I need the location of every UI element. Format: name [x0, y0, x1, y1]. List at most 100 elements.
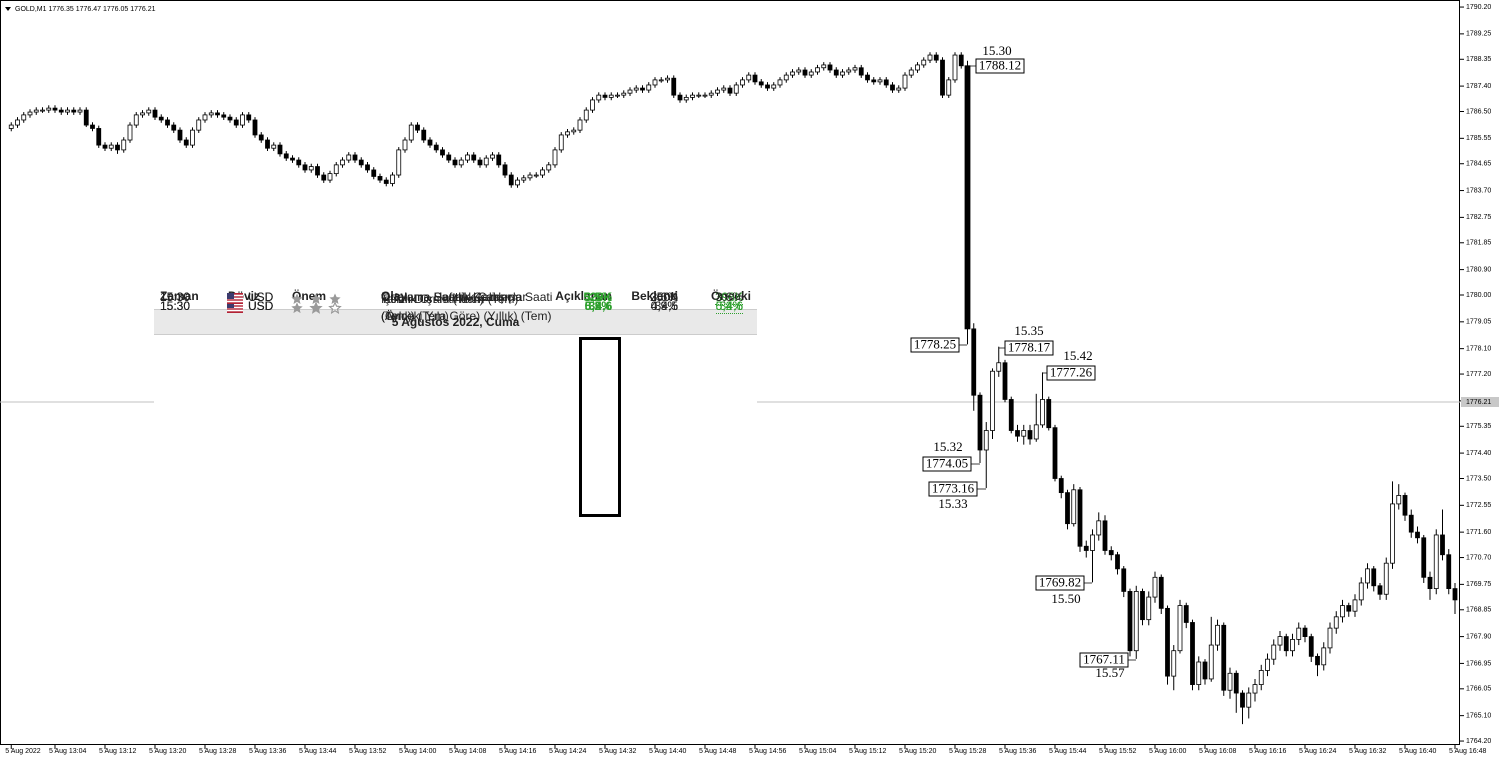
candle-body [977, 394, 983, 451]
candle-body [265, 139, 270, 149]
annotation-box [1046, 365, 1096, 381]
candle-body [1202, 661, 1208, 680]
annotation-time: 15.30 [982, 43, 1011, 58]
y-tick-label: 1786.50 [1466, 108, 1491, 115]
candle-body [1127, 591, 1133, 652]
annotation-price: 1774.05 [926, 455, 968, 470]
candle-body [477, 159, 483, 166]
candle-body [71, 109, 77, 113]
annotation-box [1035, 575, 1085, 591]
candle-body [46, 107, 52, 111]
candle-body [690, 94, 695, 98]
candle-body [1096, 520, 1102, 536]
candle-body [546, 164, 552, 171]
y-tick-label: 1765.10 [1466, 712, 1491, 719]
candle-body [1233, 672, 1239, 694]
candle-body [33, 109, 39, 113]
candle-body [727, 87, 733, 94]
candle-body [96, 128, 102, 146]
candle-body [890, 84, 895, 91]
candle-body [571, 129, 577, 133]
economic-calendar: Zaman Döviz Önem Olay Açıklanan Beklenti Öncek… [154, 285, 757, 517]
column-header: Önceki [710, 289, 751, 303]
candle-body [408, 124, 414, 141]
currency: USD [248, 298, 274, 313]
candle-body [827, 64, 833, 71]
candle-body [821, 64, 827, 69]
candle-body [65, 109, 70, 113]
candle-body [227, 116, 233, 121]
candle-body [964, 65, 971, 330]
event-time: 15:30 [160, 290, 191, 304]
candle-body [252, 119, 258, 136]
forecast-value: 250K [649, 290, 678, 304]
candle-body [877, 79, 883, 83]
forecast-value: 0,3% [650, 298, 678, 313]
candle-body [990, 370, 995, 431]
candle-body [1402, 495, 1408, 516]
candle-body [383, 179, 389, 184]
annotation-price: 1788.12 [979, 57, 1021, 72]
candle-body [1058, 478, 1064, 494]
candle-body [315, 166, 320, 176]
y-tick-label: 1766.05 [1466, 686, 1491, 693]
y-tick-label: 1789.25 [1466, 31, 1491, 38]
candle-body [346, 154, 352, 161]
candle-body [1308, 636, 1314, 657]
y-tick-label: 1779.05 [1466, 319, 1491, 326]
calendar-row: 15:30 USD İşsizlik Oranı (Tem) 3,5% 3,6% 3,6% [154, 290, 757, 517]
candle-body [1321, 647, 1327, 666]
previous-value: 398K [714, 290, 743, 305]
price-tag-label: 1776.21 [1466, 399, 1491, 406]
candle-body [533, 174, 539, 177]
candle-body [777, 79, 783, 86]
candle-body [1121, 568, 1127, 592]
candle-body [83, 109, 89, 126]
candle-body [1133, 591, 1139, 652]
y-tick-label: 1764.20 [1466, 738, 1491, 745]
currency: USD [248, 298, 274, 313]
y-tick-label: 1780.90 [1466, 266, 1491, 273]
candle-body [1196, 661, 1202, 685]
symbol-menu-icon[interactable] [5, 7, 11, 11]
event-time: 15:30 [160, 290, 191, 304]
candle-body [1396, 495, 1402, 505]
actual-value: 5,2% [584, 298, 612, 313]
forecast-value: 34,5 [654, 299, 678, 313]
candle-body [1446, 554, 1452, 590]
x-tick-label: 5 Aug 15:20 [899, 748, 936, 755]
candle-body [1283, 636, 1289, 652]
candle-body [308, 166, 314, 171]
event-time: 15:30 [160, 298, 191, 313]
actual-value: 3,5% [584, 290, 612, 304]
x-tick-label: 5 Aug 14:56 [749, 748, 786, 755]
candle-body [1090, 534, 1095, 551]
event-line: Ortalama Saatlik Kazançlar [381, 290, 527, 304]
candle-body [58, 109, 64, 113]
calendar-date: 5 Ağustos 2022, Cuma [154, 309, 757, 335]
annotation-price: 1778.17 [1008, 339, 1051, 354]
candle-body [608, 94, 614, 98]
candle-body [258, 134, 264, 141]
candle-body [1246, 692, 1252, 708]
candle-body [15, 119, 20, 126]
candle-body [1071, 489, 1077, 525]
candle-body [783, 74, 789, 81]
candle-body [1452, 588, 1458, 601]
candle-body [1383, 562, 1389, 595]
candle-body [702, 94, 708, 97]
candle-body [1002, 362, 1008, 400]
candle-body [1296, 627, 1302, 640]
candle-body [340, 159, 345, 166]
annotation-box [910, 337, 960, 353]
event-name: Tarım Dışı İstihdam (Tem) [381, 290, 518, 309]
candle-body [1252, 684, 1258, 694]
currency: USD [248, 290, 274, 304]
candle-body [1052, 427, 1058, 479]
y-tick-label: 1778.10 [1466, 345, 1491, 352]
candle-body [1183, 605, 1189, 623]
y-tick-label: 1775.35 [1466, 423, 1491, 430]
candle-body [652, 79, 658, 86]
y-tick-label: 1773.50 [1466, 475, 1491, 482]
